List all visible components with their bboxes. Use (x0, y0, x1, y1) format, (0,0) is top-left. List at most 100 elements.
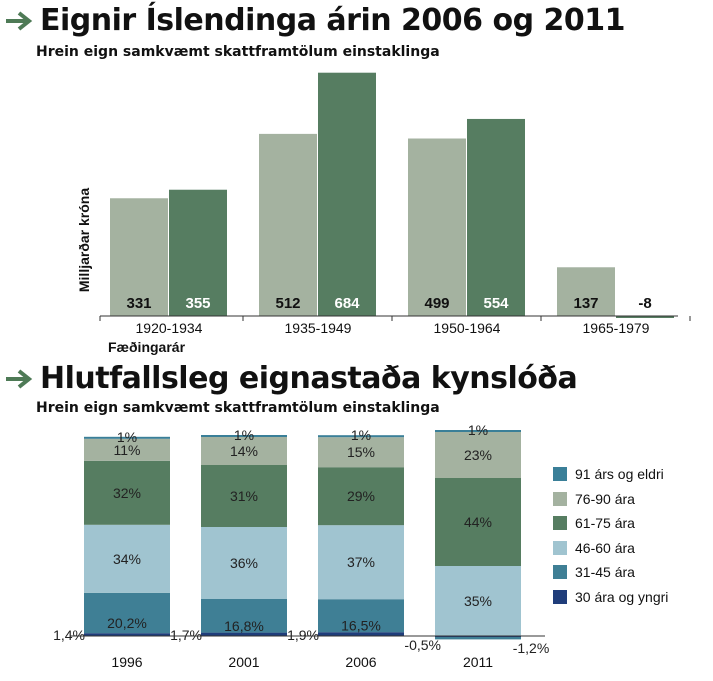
stack-segment (318, 632, 404, 636)
legend-item: 76-90 ára (553, 487, 668, 512)
stack-segment (201, 435, 287, 437)
stack-segment (318, 525, 404, 600)
x-tick-label: 1965-1979 (583, 320, 650, 336)
stack-segment (318, 599, 404, 633)
bar-value-label: 512 (275, 295, 300, 312)
legend-item: 31-45 ára (553, 560, 668, 585)
bar (169, 189, 227, 316)
x-tick-label: 1950-1964 (434, 320, 501, 336)
segment-label: -0,5% (404, 637, 441, 653)
legend-item: 30 ára og yngri (553, 585, 668, 610)
chart1-subtitle: Hrein eign samkvæmt skattframtölum einst… (36, 44, 440, 60)
segment-label: 36% (230, 555, 258, 571)
segment-label: 1% (468, 422, 488, 438)
bar (110, 198, 168, 316)
segment-label: 16,5% (341, 618, 381, 634)
bar (467, 118, 525, 316)
legend-swatch (553, 565, 567, 580)
arrow-right-icon (6, 369, 33, 389)
segment-label: 15% (347, 444, 375, 460)
x-tick-label: 1920-1934 (136, 320, 203, 336)
bar (318, 72, 376, 316)
legend-swatch (553, 540, 567, 555)
stack-segment (318, 437, 404, 468)
segment-label: 20,2% (107, 615, 147, 631)
segment-label: 35% (464, 593, 492, 609)
bar-value-label: 554 (483, 295, 509, 312)
segment-label: 14% (230, 443, 258, 459)
segment-label: 23% (464, 447, 492, 463)
chart1-title: Eignir Íslendinga árin 2006 og 2011 (40, 3, 626, 38)
stack-segment (84, 438, 170, 461)
bar-value-label: 137 (573, 295, 598, 312)
bar (408, 138, 466, 316)
stack-segment (201, 599, 287, 633)
bar-value-label: -8 (638, 295, 651, 312)
chart1-heading: Eignir Íslendinga árin 2006 og 2011 (4, 3, 626, 38)
x-tick-label: 2001 (228, 654, 259, 670)
arrow-right-icon (6, 11, 33, 31)
bar (557, 267, 615, 316)
bar (259, 133, 317, 316)
stack-segment (201, 527, 287, 599)
legend-swatch (553, 516, 567, 531)
segment-label: 1% (117, 429, 137, 445)
stack-segment (435, 637, 521, 640)
segment-label: 34% (113, 551, 141, 567)
legend-item: 46-60 ára (553, 536, 668, 561)
segment-label: 11% (114, 442, 141, 458)
stack-segment (84, 592, 170, 634)
x-tick-label: 2011 (463, 654, 493, 670)
stack-segment (84, 524, 170, 593)
segment-label: 1,4% (53, 627, 85, 643)
stack-segment (435, 432, 521, 478)
stack-segment (84, 436, 170, 439)
y-axis-label: Milljarðar króna (76, 188, 92, 292)
segment-label: 16,8% (224, 618, 264, 634)
chart2-subtitle: Hrein eign samkvæmt skattframtölum einst… (36, 400, 440, 416)
segment-label: 29% (347, 488, 375, 504)
bar-value-label: 331 (126, 295, 151, 312)
stack-segment (435, 566, 521, 636)
legend-label: 91 árs og eldri (575, 466, 664, 483)
legend-swatch (553, 467, 567, 482)
segment-label: 44% (464, 514, 492, 530)
chart2-legend: 91 árs og eldri 76-90 ára 61-75 ára 46-60 á… (553, 462, 668, 609)
bar-value-label: 355 (185, 295, 210, 312)
x-tick-label: 1996 (111, 654, 142, 670)
segment-label: 1,7% (170, 627, 202, 643)
stack-segment (318, 435, 404, 438)
segment-label: 31% (230, 488, 258, 504)
legend-label: 76-90 ára (575, 490, 635, 507)
chart2-heading: Hlutfallsleg eignastaða kynslóða (4, 361, 578, 396)
legend-swatch (553, 491, 567, 506)
stack-segment (435, 430, 521, 432)
segment-label: 1,9% (287, 627, 319, 643)
legend-label: 30 ára og yngri (575, 588, 669, 605)
segment-label: 1% (234, 427, 254, 443)
x-tick-label: 2006 (345, 654, 376, 670)
legend-label: 61-75 ára (575, 515, 635, 532)
stack-segment (201, 632, 287, 636)
stack-segment (435, 478, 521, 566)
stack-segment (201, 465, 287, 527)
legend-label: 46-60 ára (575, 539, 635, 556)
chart2-title: Hlutfallsleg eignastaða kynslóða (40, 361, 578, 396)
chart1-bar-chart: Milljarðar króna 331 355 1920-1934 512 684 193… (76, 72, 691, 355)
legend-label: 31-45 ára (575, 564, 635, 581)
stack-segment (84, 460, 170, 525)
stack-segment (318, 467, 404, 526)
bar-value-label: 499 (424, 295, 449, 312)
segment-label: 32% (113, 485, 141, 501)
stack-segment (84, 633, 170, 636)
x-tick-label: 1935-1949 (285, 320, 352, 336)
legend-item: 61-75 ára (553, 511, 668, 536)
legend-item: 91 árs og eldri (553, 462, 668, 487)
segment-label: 1% (351, 427, 371, 443)
segment-label: 37% (347, 554, 375, 570)
stack-segment (201, 437, 287, 465)
bar (616, 316, 674, 318)
x-axis-label: Fæðingarár (108, 339, 186, 355)
segment-label: -1,2% (513, 640, 550, 656)
